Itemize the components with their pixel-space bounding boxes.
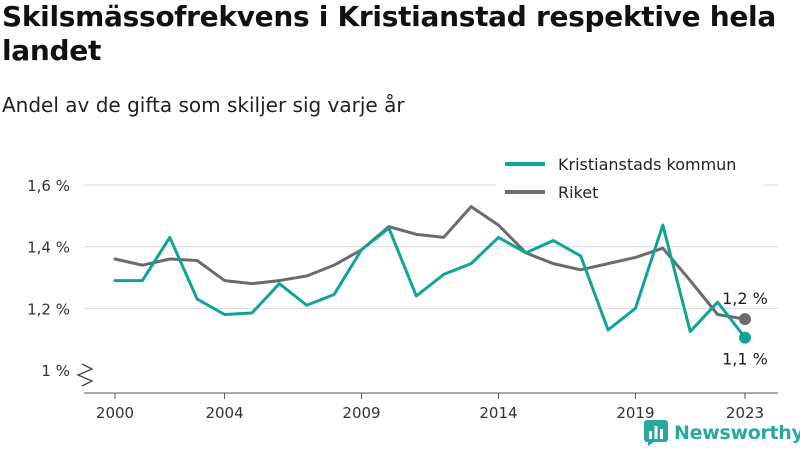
chart-subtitle: Andel av de gifta som skiljer sig varje … [2, 93, 405, 117]
x-tick-label: 2014 [479, 404, 517, 422]
series-line-riket [113, 205, 747, 321]
y-tick-label: 1,6 % [27, 177, 70, 195]
y-tick-label: 1,4 % [27, 239, 70, 257]
series-line-kristianstad [113, 223, 747, 340]
end-point-riket [739, 313, 751, 326]
brand-name: Newsworthy [674, 422, 800, 444]
axis-break-icon [76, 363, 94, 387]
brand-logo: Newsworthy [644, 418, 800, 448]
bar-chart-icon [644, 420, 668, 446]
x-tick-label: 2023 [726, 404, 764, 422]
x-tick-label: 2009 [342, 404, 380, 422]
x-tick-label: 2000 [96, 404, 134, 422]
legend-background [496, 148, 764, 210]
y-tick-label: 1,2 % [27, 300, 70, 318]
y-tick-label: 1 % [41, 362, 70, 380]
x-tick-label: 2019 [616, 404, 654, 422]
x-tick-label: 2004 [205, 404, 243, 422]
legend-label: Kristianstads kommun [558, 155, 736, 174]
chart-title: Skilsmässofrekvens i Kristianstad respek… [2, 0, 776, 67]
legend-label: Riket [558, 183, 598, 202]
end-point-kristianstad [739, 331, 751, 344]
end-label-kristianstad: 1,1 % [722, 350, 768, 369]
end-label-riket: 1,2 % [722, 289, 768, 308]
